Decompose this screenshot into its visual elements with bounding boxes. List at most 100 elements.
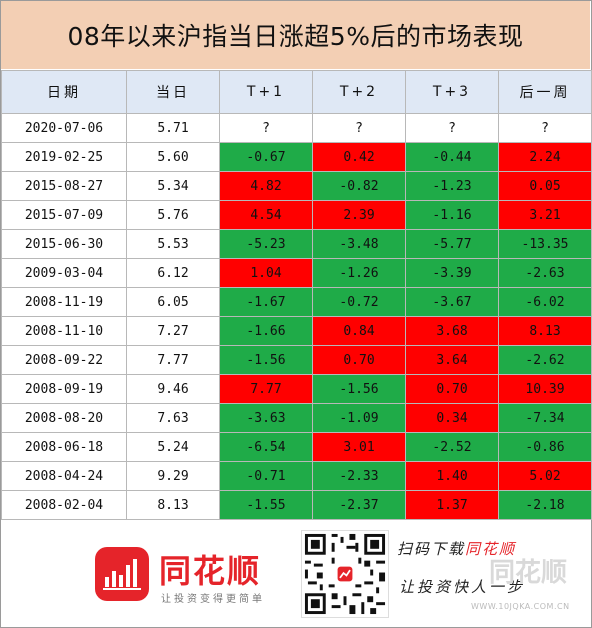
cell-week: -13.35 — [498, 229, 592, 259]
cell-date: 2008-08-20 — [1, 403, 127, 433]
title-text: 08年以来沪指当日涨超5%后的市场表现 — [67, 22, 524, 51]
cell-t1: -1.67 — [219, 287, 313, 317]
cell-t3: ? — [405, 113, 499, 143]
table-row: 2008-08-20 7.63 -3.63 -1.09 0.34 -7.34 — [1, 403, 592, 433]
table-row: 2015-08-27 5.34 4.82 -0.82 -1.23 0.05 — [1, 171, 592, 201]
cell-date: 2008-06-18 — [1, 432, 127, 462]
cell-week: 2.24 — [498, 142, 592, 172]
cell-t2: -1.09 — [312, 403, 406, 433]
cell-day: 7.77 — [126, 345, 220, 375]
cell-t3: -0.44 — [405, 142, 499, 172]
cell-date: 2020-07-06 — [1, 113, 127, 143]
cell-day: 5.34 — [126, 171, 220, 201]
cell-date: 2009-03-04 — [1, 258, 127, 288]
table-row: 2009-03-04 6.12 1.04 -1.26 -3.39 -2.63 — [1, 258, 592, 288]
cell-week: 3.21 — [498, 200, 592, 230]
brand-slogan: 让投资变得更简单 — [161, 594, 265, 605]
brand-name: 同花顺 — [159, 552, 262, 590]
cell-t3: 3.64 — [405, 345, 499, 375]
header-t1: T+1 — [219, 70, 313, 114]
cell-week: -7.34 — [498, 403, 592, 433]
table-row: 2008-11-19 6.05 -1.67 -0.72 -3.67 -6.02 — [1, 287, 592, 317]
scan-brand: 同花顺 — [465, 540, 517, 558]
cell-t1: -6.54 — [219, 432, 313, 462]
cell-day: 5.53 — [126, 229, 220, 259]
cell-t1: -1.56 — [219, 345, 313, 375]
cell-t1: -1.55 — [219, 490, 313, 520]
cell-day: 7.27 — [126, 316, 220, 346]
cell-date: 2015-07-09 — [1, 200, 127, 230]
invest-slogan: 让投资快人一步 — [399, 578, 526, 596]
cell-t2: 0.70 — [312, 345, 406, 375]
cell-t1: -0.67 — [219, 142, 313, 172]
cell-t2: -3.48 — [312, 229, 406, 259]
cell-t3: 3.68 — [405, 316, 499, 346]
table-row: 2008-06-18 5.24 -6.54 3.01 -2.52 -0.86 — [1, 432, 592, 462]
cell-t1: 1.04 — [219, 258, 313, 288]
table-header-row: 日期 当日 T+1 T+2 T+3 后一周 — [1, 70, 592, 114]
cell-t3: -3.39 — [405, 258, 499, 288]
cell-date: 2015-08-27 — [1, 171, 127, 201]
header-week: 后一周 — [498, 70, 592, 114]
cell-day: 5.60 — [126, 142, 220, 172]
cell-t1: 4.54 — [219, 200, 313, 230]
cell-date: 2019-02-25 — [1, 142, 127, 172]
cell-t2: -0.82 — [312, 171, 406, 201]
cell-t2: 0.84 — [312, 316, 406, 346]
cell-day: 9.46 — [126, 374, 220, 404]
cell-t3: -2.52 — [405, 432, 499, 462]
cell-t2: 0.42 — [312, 142, 406, 172]
cell-t3: 1.40 — [405, 461, 499, 491]
table-row: 2020-07-06 5.71???? — [1, 113, 592, 143]
cell-date: 2008-09-19 — [1, 374, 127, 404]
page-title: 08年以来沪指当日涨超5%后的市场表现 — [1, 1, 590, 69]
scan-prefix: 扫码下载 — [397, 540, 466, 558]
cell-t3: -1.16 — [405, 200, 499, 230]
cell-date: 2008-04-24 — [1, 461, 127, 491]
cell-t3: -3.67 — [405, 287, 499, 317]
footer-banner: 同花顺 让投资变得更简单 扫码下载同花顺 让投资快人一步 同花顺 WWW.10J… — [1, 520, 590, 626]
cell-day: 6.05 — [126, 287, 220, 317]
cell-week: -0.86 — [498, 432, 592, 462]
cell-t2: -2.37 — [312, 490, 406, 520]
cell-day: 7.63 — [126, 403, 220, 433]
qr-code-icon[interactable] — [301, 530, 389, 618]
cell-t3: -5.77 — [405, 229, 499, 259]
cell-week: 8.13 — [498, 316, 592, 346]
cell-week: -2.63 — [498, 258, 592, 288]
cell-date: 2008-09-22 — [1, 345, 127, 375]
cell-t2: -0.72 — [312, 287, 406, 317]
cell-week: ? — [498, 113, 592, 143]
cell-t3: 0.34 — [405, 403, 499, 433]
watermark-url: WWW.10JQKA.COM.CN — [471, 602, 570, 611]
header-date: 日期 — [1, 70, 127, 114]
header-day: 当日 — [126, 70, 220, 114]
cell-t3: -1.23 — [405, 171, 499, 201]
cell-day: 6.12 — [126, 258, 220, 288]
cell-week: 10.39 — [498, 374, 592, 404]
watermark-brand: 同花顺 — [489, 558, 568, 588]
cell-t1: ? — [219, 113, 313, 143]
table-row: 2019-02-25 5.60 -0.67 0.42 -0.44 2.24 — [1, 142, 592, 172]
cell-t2: -2.33 — [312, 461, 406, 491]
cell-date: 2008-11-19 — [1, 287, 127, 317]
cell-t3: 1.37 — [405, 490, 499, 520]
cell-week: 5.02 — [498, 461, 592, 491]
cell-week: -2.62 — [498, 345, 592, 375]
cell-t2: ? — [312, 113, 406, 143]
cell-day: 5.24 — [126, 432, 220, 462]
table-row: 2008-02-04 8.13 -1.55 -2.37 1.37 -2.18 — [1, 490, 592, 520]
scan-download-text: 扫码下载同花顺 — [397, 538, 516, 559]
cell-day: 5.71 — [126, 113, 220, 143]
cell-t2: 3.01 — [312, 432, 406, 462]
header-t3: T+3 — [405, 70, 499, 114]
cell-t1: -5.23 — [219, 229, 313, 259]
cell-day: 8.13 — [126, 490, 220, 520]
cell-week: -6.02 — [498, 287, 592, 317]
cell-day: 5.76 — [126, 200, 220, 230]
cell-t1: 4.82 — [219, 171, 313, 201]
table-row: 2008-04-24 9.29 -0.71 -2.33 1.40 5.02 — [1, 461, 592, 491]
cell-day: 9.29 — [126, 461, 220, 491]
cell-date: 2008-11-10 — [1, 316, 127, 346]
cell-t2: -1.56 — [312, 374, 406, 404]
